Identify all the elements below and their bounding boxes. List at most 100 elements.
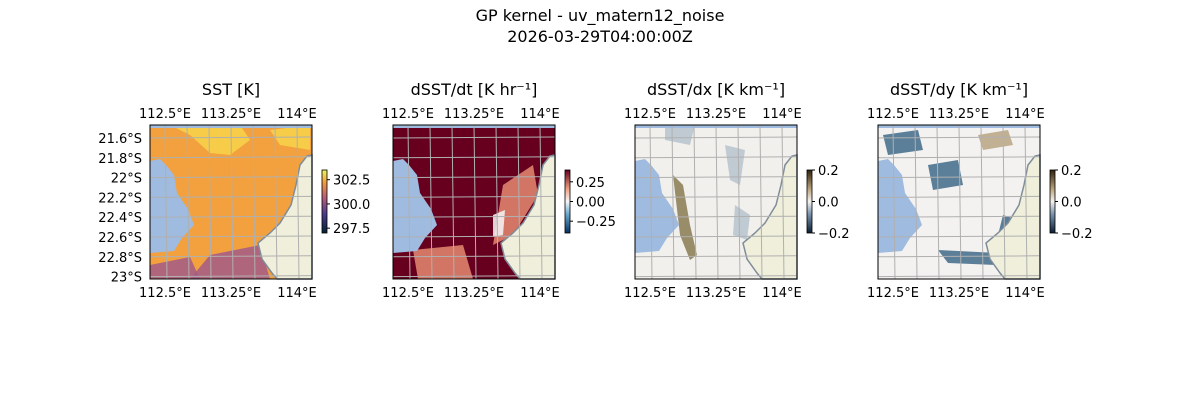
- lon-tick-label: 112.5°E: [624, 286, 676, 301]
- panel-title-dsstdx: dSST/dx [K km⁻¹]: [646, 80, 786, 99]
- lat-tick-label: 21.6°S: [98, 132, 142, 147]
- data-patch: [673, 175, 697, 260]
- gridline-lat: [877, 275, 1041, 278]
- gridline-lat: [149, 176, 313, 179]
- lon-tick-label: 114°E: [762, 107, 802, 122]
- data-patch: [928, 160, 963, 190]
- gridline-lon: [781, 124, 785, 280]
- gridline-lat: [877, 195, 1041, 198]
- lon-tick-label: 113.25°E: [929, 107, 989, 122]
- data-patch: [190, 245, 270, 279]
- gridline-lon: [759, 124, 763, 280]
- colorbar-tick-label: 0.2: [1061, 164, 1082, 179]
- gridline-lat: [877, 156, 1041, 159]
- axes-frame: [634, 124, 798, 280]
- gridline-lon: [186, 124, 190, 280]
- map-panel-3: [877, 124, 1041, 280]
- data-patch: [493, 165, 538, 245]
- gridline-lon: [958, 124, 962, 280]
- lon-tick-label: 112.5°E: [624, 107, 676, 122]
- gridline-lon: [517, 124, 521, 280]
- colorbar-tick-label: 0.00: [576, 196, 605, 211]
- gridline-lat: [149, 136, 313, 139]
- figure-title: GP kernel - uv_matern12_noise: [475, 6, 725, 25]
- masked-water-region: [150, 159, 194, 253]
- masked-water-region: [393, 159, 437, 253]
- gridline-lat: [392, 195, 556, 198]
- gridline-lat: [877, 176, 1041, 179]
- gridline-lon: [451, 124, 455, 280]
- gridline-lat: [392, 255, 556, 258]
- map-panel-0: [149, 124, 313, 280]
- gridline-lon: [252, 124, 256, 280]
- gridline-lat: [634, 255, 798, 258]
- lon-tick-label: 112.5°E: [139, 107, 191, 122]
- gridline-lon: [296, 124, 300, 280]
- figure-subtitle: 2026-03-29T04:00:00Z: [507, 27, 693, 46]
- panel-title-sst: SST [K]: [201, 80, 261, 99]
- gridline-lat: [634, 235, 798, 238]
- gridline-lat: [392, 156, 556, 159]
- colorbar-tick-label: 0.0: [1061, 196, 1082, 211]
- gridline-lon: [164, 124, 168, 280]
- lat-tick-label: 23°S: [111, 271, 142, 286]
- gridline-lat: [149, 156, 313, 159]
- gridline-lon: [473, 124, 477, 280]
- lon-tick-label: 113.25°E: [686, 286, 746, 301]
- gridline-lon: [1024, 124, 1028, 280]
- masked-water-region: [635, 159, 679, 253]
- map-panel-2: [634, 124, 798, 280]
- data-patch: [725, 145, 745, 185]
- colorbar-tick-label: 0.25: [576, 176, 605, 191]
- gridline-lat: [392, 215, 556, 218]
- colorbar-tick-label: −0.2: [1061, 227, 1093, 242]
- lon-tick-label: 113.25°E: [686, 107, 746, 122]
- gridline-lat: [634, 156, 798, 159]
- colorbar-tick-label: 0.0: [818, 196, 839, 211]
- lon-tick-label: 113.25°E: [201, 107, 261, 122]
- gridline-lat: [149, 215, 313, 218]
- gridline-lon: [1002, 124, 1006, 280]
- colorbar: [806, 169, 813, 234]
- gridline-lat: [392, 235, 556, 238]
- gridline-lat: [634, 176, 798, 179]
- lon-tick-label: 114°E: [1005, 286, 1045, 301]
- gridline-lat: [149, 275, 313, 278]
- gridline-lat: [877, 136, 1041, 139]
- gridline-lat: [634, 136, 798, 139]
- lon-tick-label: 112.5°E: [139, 286, 191, 301]
- gridline-lon: [892, 124, 896, 280]
- gridline-lat: [634, 195, 798, 198]
- gridline-lon: [539, 124, 543, 280]
- gridline-lat: [149, 235, 313, 238]
- data-patch: [978, 130, 1013, 150]
- gridline-lat: [877, 235, 1041, 238]
- lon-tick-label: 114°E: [277, 286, 317, 301]
- lat-tick-label: 22°S: [111, 172, 142, 187]
- gridline-lat: [149, 195, 313, 198]
- gridline-lat: [392, 136, 556, 139]
- gridline-lat: [634, 275, 798, 278]
- colorbar-tick-label: 300.0: [333, 198, 370, 213]
- data-patch: [170, 125, 250, 155]
- lon-tick-label: 112.5°E: [867, 107, 919, 122]
- gridline-lon: [274, 124, 278, 280]
- gridline-lon: [936, 124, 940, 280]
- colorbar: [1049, 169, 1056, 234]
- gridline-lon: [407, 124, 411, 280]
- panel-title-dsstdy: dSST/dy [K km⁻¹]: [889, 80, 1029, 99]
- gridline-lon: [495, 124, 499, 280]
- gridline-lon: [230, 124, 234, 280]
- gridline-lon: [737, 124, 741, 280]
- lat-tick-label: 22.2°S: [98, 191, 142, 206]
- lon-tick-label: 112.5°E: [867, 286, 919, 301]
- masked-water-region: [878, 159, 922, 253]
- data-patch: [413, 245, 473, 279]
- gridline-lat: [877, 255, 1041, 258]
- lat-tick-label: 22.6°S: [98, 231, 142, 246]
- lon-tick-label: 113.25°E: [929, 286, 989, 301]
- lon-tick-label: 112.5°E: [382, 107, 434, 122]
- map-panel-1: [392, 124, 556, 280]
- lon-tick-label: 113.25°E: [201, 286, 261, 301]
